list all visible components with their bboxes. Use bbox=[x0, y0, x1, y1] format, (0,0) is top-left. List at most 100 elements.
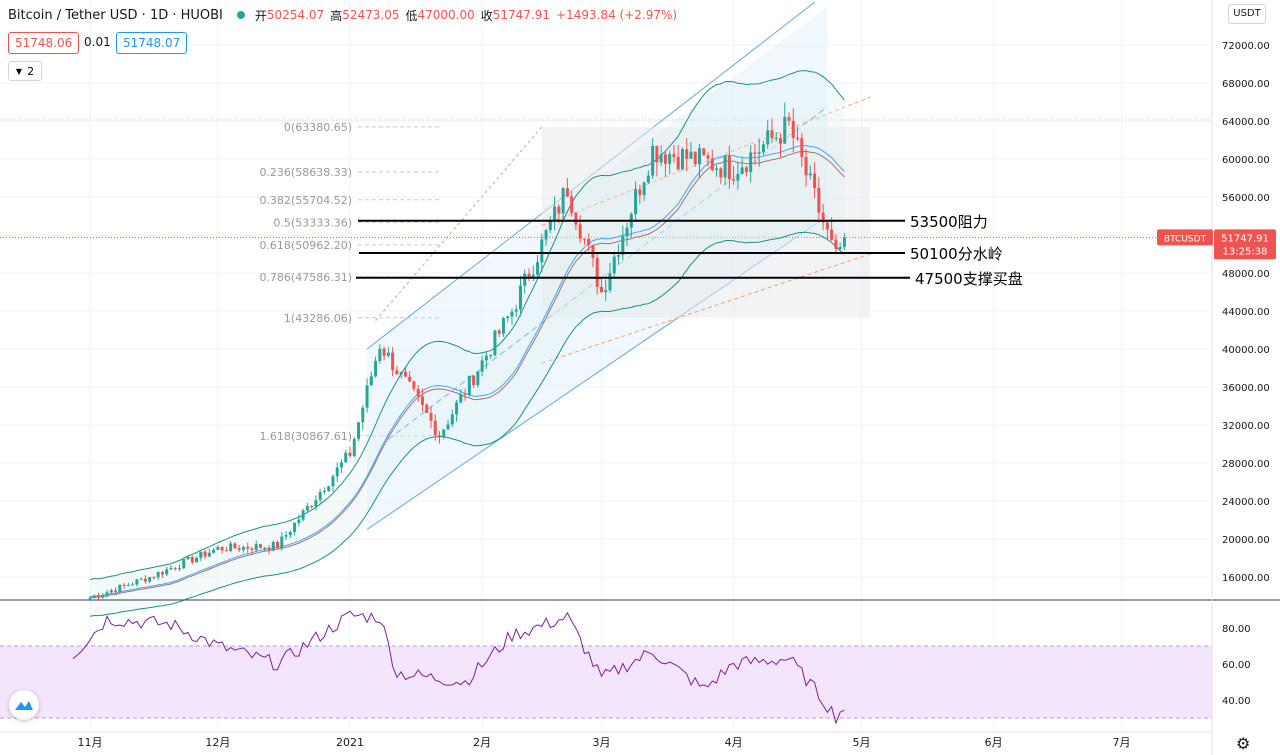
candle-body bbox=[408, 376, 412, 382]
candle-body bbox=[339, 462, 343, 468]
candle-body bbox=[497, 330, 501, 334]
candle-body bbox=[195, 557, 199, 563]
candle-body bbox=[335, 467, 339, 477]
candle-body bbox=[501, 318, 505, 334]
candle-body bbox=[173, 568, 177, 570]
candle-body bbox=[305, 506, 309, 511]
candle-body bbox=[659, 154, 663, 163]
candle-body bbox=[685, 149, 689, 159]
candle-body bbox=[804, 156, 808, 176]
bollinger-fill bbox=[90, 70, 845, 617]
candle-body bbox=[442, 429, 446, 438]
price-tick-label: 72000.00 bbox=[1222, 41, 1270, 52]
candle-body bbox=[723, 155, 727, 178]
currency-button[interactable]: USDT bbox=[1228, 4, 1266, 24]
price-tick-label: 16000.00 bbox=[1222, 573, 1270, 584]
candle-body bbox=[318, 492, 322, 501]
candle-body bbox=[276, 541, 280, 549]
candle-body bbox=[727, 155, 731, 180]
price-tick-label: 64000.00 bbox=[1222, 117, 1270, 128]
candle-body bbox=[830, 229, 834, 240]
candle-body bbox=[322, 491, 326, 493]
candle-body bbox=[88, 597, 92, 599]
candle-body bbox=[429, 412, 433, 421]
candle-body bbox=[288, 532, 292, 536]
candle-body bbox=[791, 120, 795, 138]
rsi-tick-label: 40.00 bbox=[1222, 696, 1251, 707]
candle-body bbox=[122, 584, 126, 586]
tradingview-logo-icon[interactable] bbox=[9, 690, 39, 720]
sell-button[interactable]: 51748.06 bbox=[8, 32, 80, 54]
gear-icon[interactable]: ⚙ bbox=[1236, 734, 1251, 753]
candle-body bbox=[617, 255, 621, 257]
candle-body bbox=[131, 584, 135, 586]
candle-body bbox=[229, 543, 233, 552]
price-tick-label: 40000.00 bbox=[1222, 345, 1270, 356]
candle-body bbox=[698, 148, 702, 165]
candle-body bbox=[301, 510, 305, 520]
candle-body bbox=[557, 206, 561, 214]
candle-body bbox=[518, 285, 522, 310]
candle-body bbox=[599, 286, 603, 293]
candle-body bbox=[595, 257, 599, 287]
candle-body bbox=[344, 452, 348, 463]
symbol-title[interactable]: Bitcoin / Tether USD · 1D · HUOBI bbox=[8, 7, 223, 23]
candle-body bbox=[220, 546, 224, 551]
market-status-icon bbox=[236, 11, 245, 19]
candle-body bbox=[156, 572, 160, 578]
candle-body bbox=[736, 174, 740, 181]
open-value: 50254.07 bbox=[266, 8, 325, 22]
candle-body bbox=[740, 167, 744, 175]
candle-body bbox=[207, 552, 211, 557]
time-tick-label: 6月 bbox=[985, 736, 1003, 749]
fib-guide-lower bbox=[541, 253, 871, 364]
candlesticks bbox=[88, 102, 846, 601]
price-tick-label: 20000.00 bbox=[1222, 535, 1270, 546]
candle-body bbox=[237, 548, 241, 550]
candle-body bbox=[753, 152, 757, 154]
candle-body bbox=[114, 590, 118, 592]
candle-body bbox=[314, 500, 318, 507]
drawings: 0(63380.65) 0.236(58638.33) 0.382(55704.52… bbox=[0, 1, 1212, 617]
indicators-toggle[interactable]: ▼ 2 bbox=[8, 61, 42, 81]
candle-body bbox=[565, 188, 569, 197]
candle-body bbox=[604, 290, 608, 293]
candle-body bbox=[523, 273, 527, 286]
buy-button[interactable]: 51748.07 bbox=[116, 32, 188, 54]
candle-body bbox=[544, 230, 548, 240]
annotation-label: 50100分水岭 bbox=[910, 245, 1003, 263]
candle-body bbox=[796, 137, 800, 139]
price-tick-label: 48000.00 bbox=[1222, 269, 1270, 280]
close-label: 收 bbox=[480, 8, 493, 23]
candle-body bbox=[216, 546, 220, 550]
candle-body bbox=[450, 414, 454, 425]
candle-body bbox=[642, 182, 646, 196]
candle-body bbox=[467, 375, 471, 395]
candle-body bbox=[774, 137, 778, 139]
candle-body bbox=[655, 145, 659, 163]
time-tick-label: 4月 bbox=[725, 736, 743, 749]
candle-body bbox=[263, 547, 267, 549]
time-tick-label: 2021 bbox=[336, 736, 364, 749]
fib-level-label: 0.5(53333.36) bbox=[273, 216, 352, 229]
high-value: 52473.05 bbox=[342, 8, 400, 22]
spread-value: 0.01 bbox=[84, 35, 111, 49]
candle-body bbox=[702, 148, 706, 156]
high-label: 高 bbox=[330, 8, 343, 23]
rsi-tick-label: 80.00 bbox=[1222, 624, 1251, 635]
candle-body bbox=[825, 222, 829, 230]
moving-average-line bbox=[89, 150, 845, 599]
candle-body bbox=[749, 152, 753, 173]
candle-body bbox=[182, 559, 186, 569]
price-tick-label: 32000.00 bbox=[1222, 421, 1270, 432]
candle-body bbox=[139, 578, 143, 580]
candle-body bbox=[693, 151, 697, 165]
price-tick-label: 24000.00 bbox=[1222, 497, 1270, 508]
candle-body bbox=[284, 535, 288, 537]
candle-body bbox=[97, 596, 101, 598]
candle-body bbox=[186, 557, 190, 560]
candle-body bbox=[357, 422, 361, 439]
candle-body bbox=[591, 244, 595, 258]
candle-body bbox=[135, 579, 139, 585]
